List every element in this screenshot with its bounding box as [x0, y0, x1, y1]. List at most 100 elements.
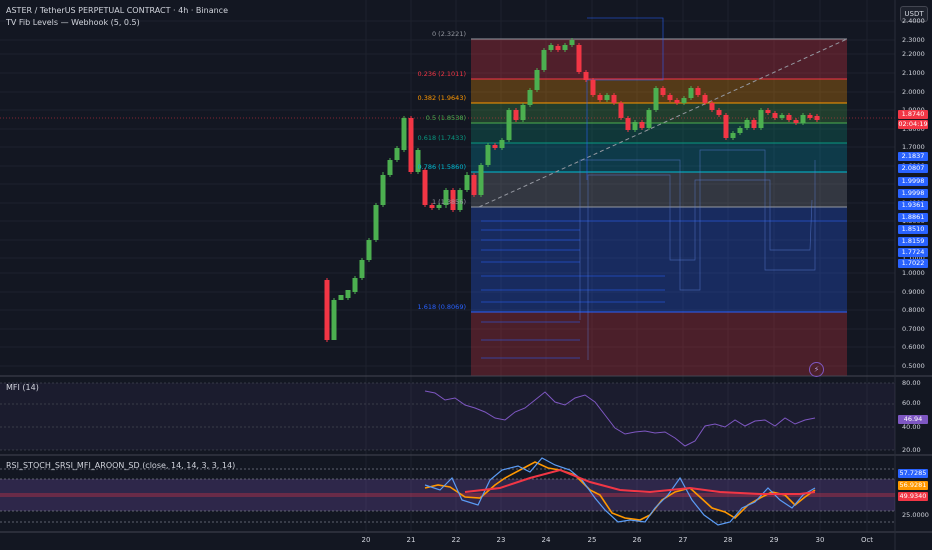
candle	[338, 295, 344, 300]
price-tick: 0.8000	[902, 306, 925, 314]
candle	[709, 103, 715, 110]
fib-zone	[471, 39, 847, 79]
level-line	[587, 174, 813, 360]
candle	[401, 118, 407, 150]
price-tick: 2.3000	[902, 36, 925, 44]
candle	[359, 260, 365, 278]
candle	[723, 115, 729, 138]
candle	[520, 105, 526, 120]
candle	[506, 110, 512, 140]
candle	[492, 145, 498, 148]
candle	[807, 115, 813, 118]
candle	[422, 170, 428, 205]
mfi-tick: 40.00	[902, 423, 921, 431]
fib-level-label: 1.618 (0.8069)	[417, 303, 467, 311]
srsi-line	[464, 468, 816, 495]
candle	[590, 80, 596, 95]
stoch-value-tag: 56.9281	[898, 481, 928, 490]
candle	[751, 120, 757, 128]
candle	[786, 115, 792, 120]
candle	[324, 280, 330, 340]
rsi-stoch-title: RSI_STOCH_SRSI_MFI_AROON_SD (close, 14, …	[6, 461, 236, 470]
currency-button[interactable]: USDT	[900, 6, 928, 22]
candle	[688, 88, 694, 98]
mfi-band	[0, 383, 895, 450]
symbol-title: ASTER / TetherUS PERPETUAL CONTRACT · 4h…	[6, 6, 228, 15]
candle	[639, 122, 645, 128]
candle	[765, 110, 771, 113]
price-tag: 1.9998	[898, 189, 928, 198]
time-tick: 21	[406, 536, 416, 544]
mfi-tick: 20.00	[902, 446, 921, 454]
candle	[415, 150, 421, 172]
candle	[772, 113, 778, 118]
rsi-tick: 25.0000	[902, 511, 929, 519]
candle	[611, 95, 617, 103]
price-tag: 1.8510	[898, 225, 928, 234]
price-tick: 0.9000	[902, 288, 925, 296]
fib-level-label: 0.786 (1.5860)	[417, 163, 467, 171]
candle	[394, 148, 400, 160]
candle	[373, 205, 379, 240]
price-tick: 0.6000	[902, 343, 925, 351]
fib-level-label: 0.618 (1.7433)	[417, 134, 467, 142]
candle	[569, 40, 575, 45]
price-tag: 2.1837	[898, 152, 928, 161]
fib-zone	[471, 207, 847, 312]
fib-zone	[471, 79, 847, 103]
time-tick: 30	[815, 536, 825, 544]
price-tick: 1.1000	[902, 254, 925, 262]
trend-line	[478, 38, 848, 208]
time-tick: 26	[632, 536, 642, 544]
candle	[380, 175, 386, 205]
candle	[604, 95, 610, 100]
candle	[464, 175, 470, 190]
candle	[667, 95, 673, 100]
price-tick: 2.1000	[902, 69, 925, 77]
mfi-tick: 60.00	[902, 399, 921, 407]
candle	[352, 278, 358, 292]
fib-zone	[471, 172, 847, 207]
candle	[548, 45, 554, 50]
bolt-icon[interactable]: ⚡	[809, 362, 824, 377]
candle	[555, 46, 561, 50]
fib-level-label: 0.382 (1.9643)	[417, 94, 467, 102]
candle	[793, 120, 799, 123]
indicator-title: TV Fib Levels — Webhook (5, 0.5)	[6, 18, 140, 27]
candle	[625, 118, 631, 130]
price-tick: 2.4000	[902, 17, 925, 25]
mfi-tick: 80.00	[902, 379, 921, 387]
fib-zone	[471, 123, 847, 143]
candle	[443, 190, 449, 205]
candle	[744, 120, 750, 128]
rsi-line	[424, 457, 816, 526]
candle	[730, 133, 736, 138]
price-tag: 1.8740	[898, 110, 928, 119]
time-tick: 29	[769, 536, 779, 544]
candle	[779, 115, 785, 118]
time-tick: 27	[678, 536, 688, 544]
candle	[408, 118, 414, 172]
mfi-title: MFI (14)	[6, 383, 39, 392]
srsi-value-tag: 49.9340	[898, 492, 928, 501]
candle	[576, 45, 582, 72]
price-tag: 02:04:19	[898, 120, 928, 129]
candle	[632, 122, 638, 130]
candle	[660, 88, 666, 95]
candle	[562, 45, 568, 50]
price-tick: 1.7000	[902, 143, 925, 151]
price-tag: 1.9998	[898, 177, 928, 186]
candle	[674, 100, 680, 103]
candle	[681, 98, 687, 103]
candle	[366, 240, 372, 260]
candle	[716, 110, 722, 115]
fib-level-label: 1 (1.3856)	[431, 198, 466, 206]
price-tick: 1.0000	[902, 269, 925, 277]
candle	[478, 165, 484, 195]
fib-level-label: 0.5 (1.8538)	[425, 114, 466, 122]
candle	[737, 128, 743, 133]
candle	[814, 116, 820, 120]
price-tag: 2.0807	[898, 164, 928, 173]
rsi-midband	[0, 493, 895, 497]
